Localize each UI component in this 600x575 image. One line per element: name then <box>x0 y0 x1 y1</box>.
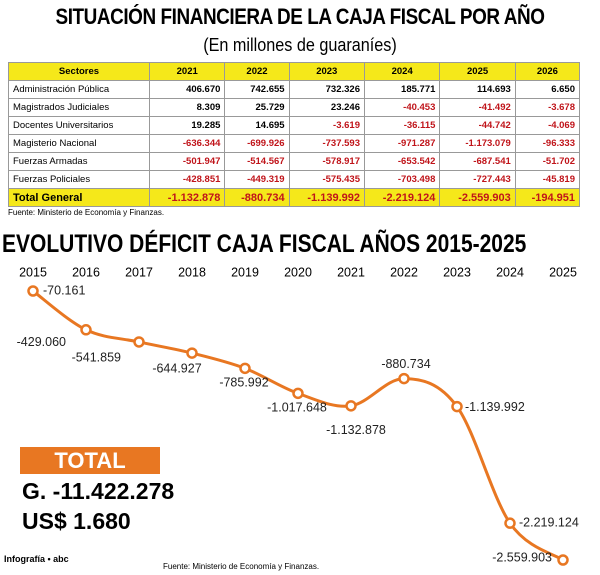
table-row: Docentes Universitarios 19.285 14.695 -3.61… <box>8 116 581 135</box>
point <box>239 362 251 375</box>
cell: -1.132.878 <box>148 188 226 207</box>
table-row: Fuerzas Policiales -428.851 -449.319 -575.4… <box>8 170 581 189</box>
total-dollars: US$ 1.680 <box>22 508 131 534</box>
x-tick-label: 2025 <box>549 265 577 279</box>
data-label: -644.927 <box>152 361 201 375</box>
table-row: Magisterio Nacional -636.344 -699.926 -737.… <box>8 134 581 153</box>
column-header: Sectores <box>8 62 150 81</box>
finance-table: Sectores 2021 2022 2023 2024 2025 2026 Administ… <box>8 62 581 207</box>
data-label: -1.132.878 <box>326 423 386 437</box>
footer-source: Fuente: Ministerio de Economía y Finanza… <box>163 562 320 571</box>
point <box>451 400 463 413</box>
credit: Infografía • abc <box>4 554 69 564</box>
x-tick-label: 2024 <box>496 265 524 279</box>
line <box>32 289 564 562</box>
data-label: -541.859 <box>72 350 121 364</box>
data-label: -1.017.648 <box>267 401 327 415</box>
table-source: Fuente: Ministerio de Economía y Finanza… <box>8 208 165 217</box>
chart-title: EVOLUTIVO DÉFICIT CAJA FISCAL AÑOS 2015-… <box>2 230 527 258</box>
data-label: -2.219.124 <box>519 515 579 529</box>
x-tick-label: 2015 <box>19 265 47 279</box>
point <box>504 517 516 529</box>
point <box>133 336 145 348</box>
title: SITUACIÓN FINANCIERA DE LA CAJA FISCAL P… <box>55 4 545 29</box>
data-label: -1.139.992 <box>465 400 525 414</box>
table-row: Magistrados Judiciales 8.309 25.729 23.246-… <box>8 98 581 117</box>
data-label: -429.060 <box>17 335 66 349</box>
column-header: 2024 <box>363 62 441 81</box>
data-label: -880.734 <box>381 357 430 371</box>
point <box>27 285 39 297</box>
data-label: -70.161 <box>43 283 85 297</box>
point <box>292 387 304 400</box>
x-tick-label: 2017 <box>125 265 153 279</box>
cell: -194.951 <box>514 188 581 207</box>
x-tick-label: 2018 <box>178 265 206 279</box>
column-header: 2021 <box>148 62 226 81</box>
point <box>186 347 198 359</box>
total-label: TOTAL <box>20 447 160 474</box>
point <box>80 324 92 336</box>
data-label: -2.559.903 <box>492 550 552 564</box>
cell: -880.734 <box>224 188 290 207</box>
column-header: 2025 <box>439 62 516 81</box>
total-guaranies: G. -11.422.278 <box>22 478 175 504</box>
subtitle: (En millones de guaraníes) <box>203 35 397 55</box>
table-row: Total General -1.132.878 -880.734 -1.139.99… <box>8 188 581 207</box>
x-tick-label: 2019 <box>231 265 259 279</box>
point <box>557 554 569 566</box>
column-header: 2023 <box>288 62 365 81</box>
row-label: Total General <box>8 188 150 207</box>
point <box>345 400 357 412</box>
x-tick-label: 2022 <box>390 265 418 279</box>
x-tick-label: 2020 <box>284 265 312 279</box>
x-tick-label: 2021 <box>337 265 365 279</box>
x-tick-label: 2023 <box>443 265 471 279</box>
column-header: 2026 <box>514 62 581 81</box>
point <box>398 372 410 385</box>
cell: -1.139.992 <box>288 188 365 207</box>
column-header: 2022 <box>224 62 290 81</box>
cell: -2.559.903 <box>439 188 516 207</box>
data-label: -785.992 <box>219 376 268 390</box>
x-tick-label: 2016 <box>72 265 100 279</box>
cell: -2.219.124 <box>363 188 441 207</box>
header-row: Sectores 2021 2022 2023 2024 2025 2026 <box>8 62 581 81</box>
